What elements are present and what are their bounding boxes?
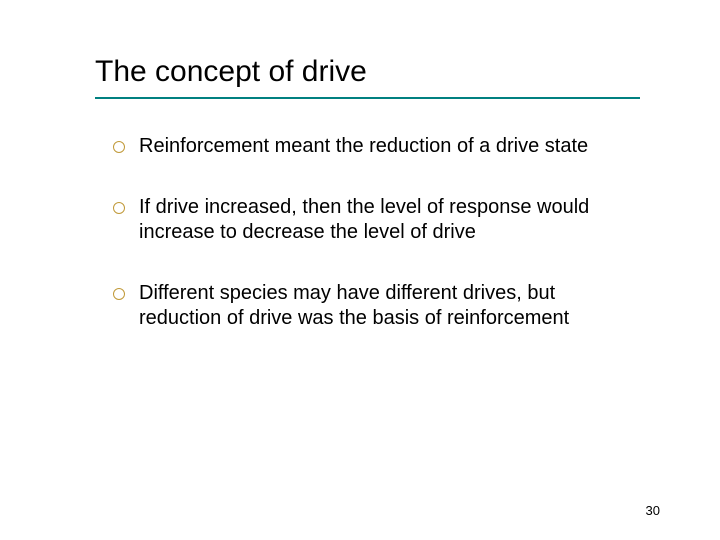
list-item: If drive increased, then the level of re… — [113, 195, 640, 245]
slide-container: The concept of drive Reinforcement meant… — [0, 0, 720, 540]
bullet-list: Reinforcement meant the reduction of a d… — [95, 134, 640, 331]
list-item: Different species may have different dri… — [113, 281, 640, 331]
page-number: 30 — [646, 503, 660, 518]
list-item: Reinforcement meant the reduction of a d… — [113, 134, 640, 159]
slide-title: The concept of drive — [95, 55, 640, 99]
